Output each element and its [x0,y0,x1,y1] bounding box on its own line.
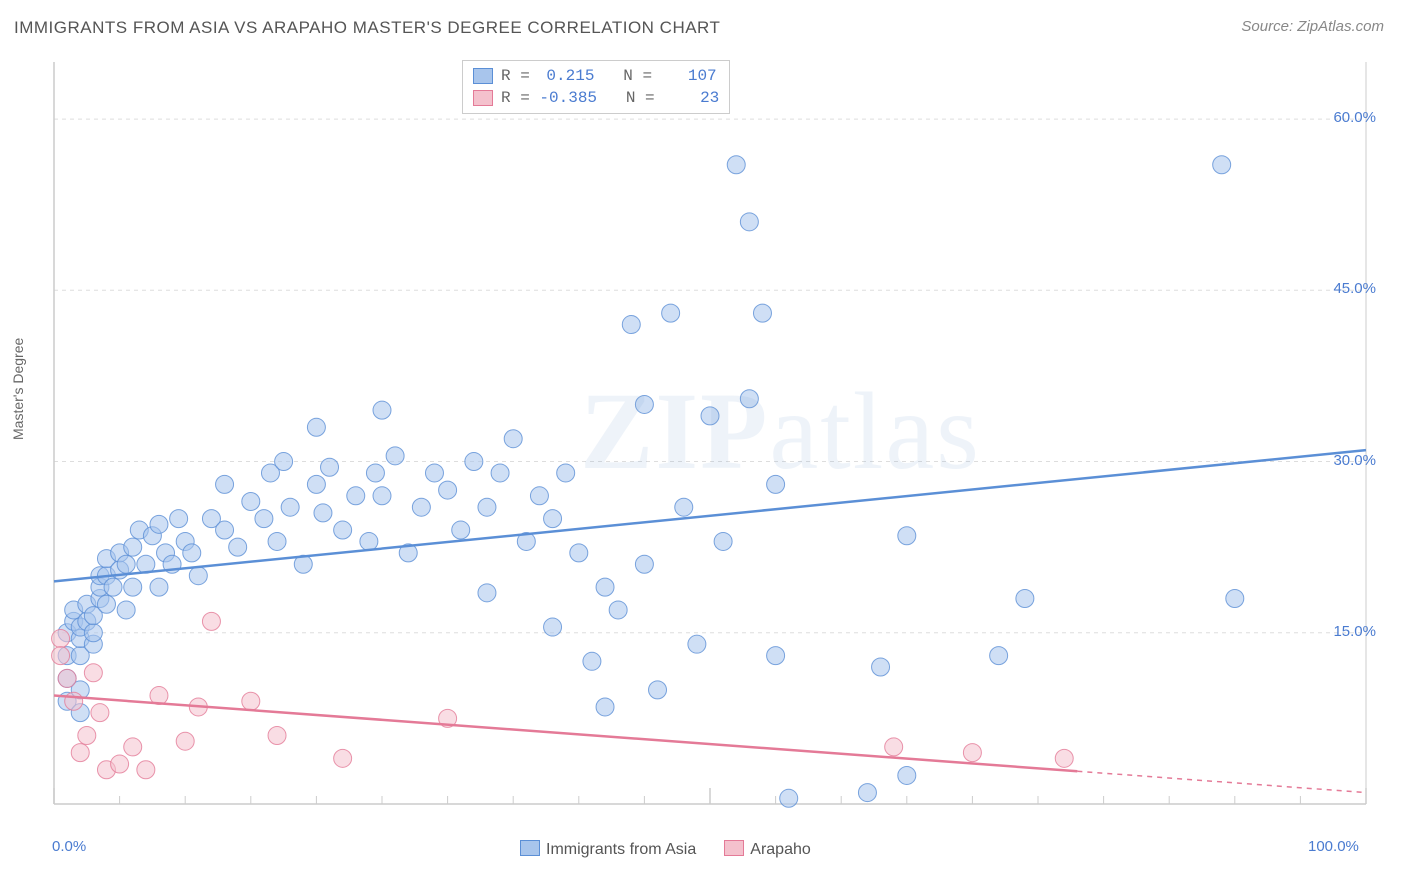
correlation-legend: R = 0.215 N = 107R = -0.385 N = 23 [462,60,730,114]
source-value: ZipAtlas.com [1297,18,1384,35]
legend-swatch [724,840,744,856]
y-tick-label: 45.0% [1333,280,1376,297]
y-tick-label: 60.0% [1333,109,1376,126]
y-tick-label: 15.0% [1333,623,1376,640]
legend-swatch [520,840,540,856]
correlation-legend-row: R = -0.385 N = 23 [473,87,719,109]
series-legend-label: Arapaho [750,841,811,858]
series-legend-item: Arapaho [724,840,811,859]
y-axis-label: Master's Degree [10,338,26,440]
x-tick-label: 0.0% [52,838,86,855]
chart-title: IMMIGRANTS FROM ASIA VS ARAPAHO MASTER'S… [14,18,720,38]
y-tick-label: 30.0% [1333,452,1376,469]
x-tick-label: 100.0% [1308,838,1359,855]
source-label: Source: [1241,18,1297,35]
series-legend-label: Immigrants from Asia [546,841,696,858]
series-legend: Immigrants from Asia Arapaho [520,840,811,859]
correlation-legend-row: R = 0.215 N = 107 [473,65,719,87]
legend-swatch [473,68,493,84]
source-attribution: Source: ZipAtlas.com [1241,18,1384,35]
series-legend-item: Immigrants from Asia [520,840,696,859]
plot-area: ZIPatlas [50,58,1380,828]
legend-swatch [473,90,493,106]
scatter-chart [50,58,1380,828]
